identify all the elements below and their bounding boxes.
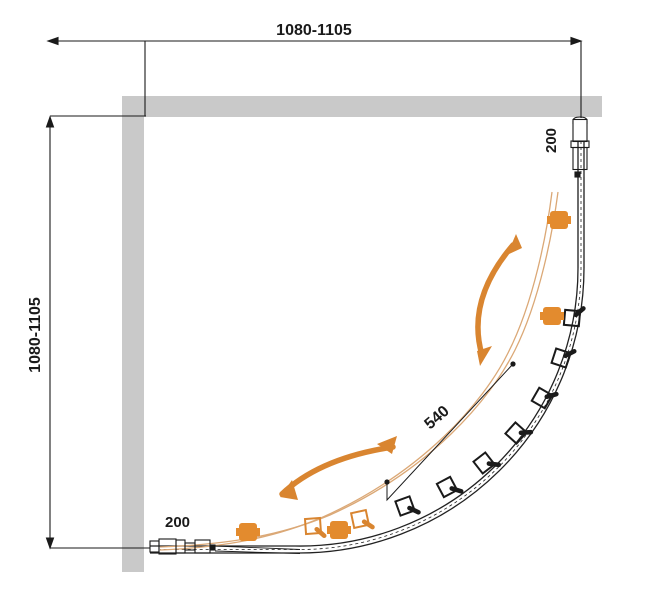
- svg-text:540: 540: [421, 403, 452, 433]
- svg-text:200: 200: [543, 128, 560, 153]
- svg-text:1080-1105: 1080-1105: [276, 22, 352, 39]
- svg-text:1080-1105: 1080-1105: [27, 297, 44, 373]
- svg-text:200: 200: [165, 514, 190, 531]
